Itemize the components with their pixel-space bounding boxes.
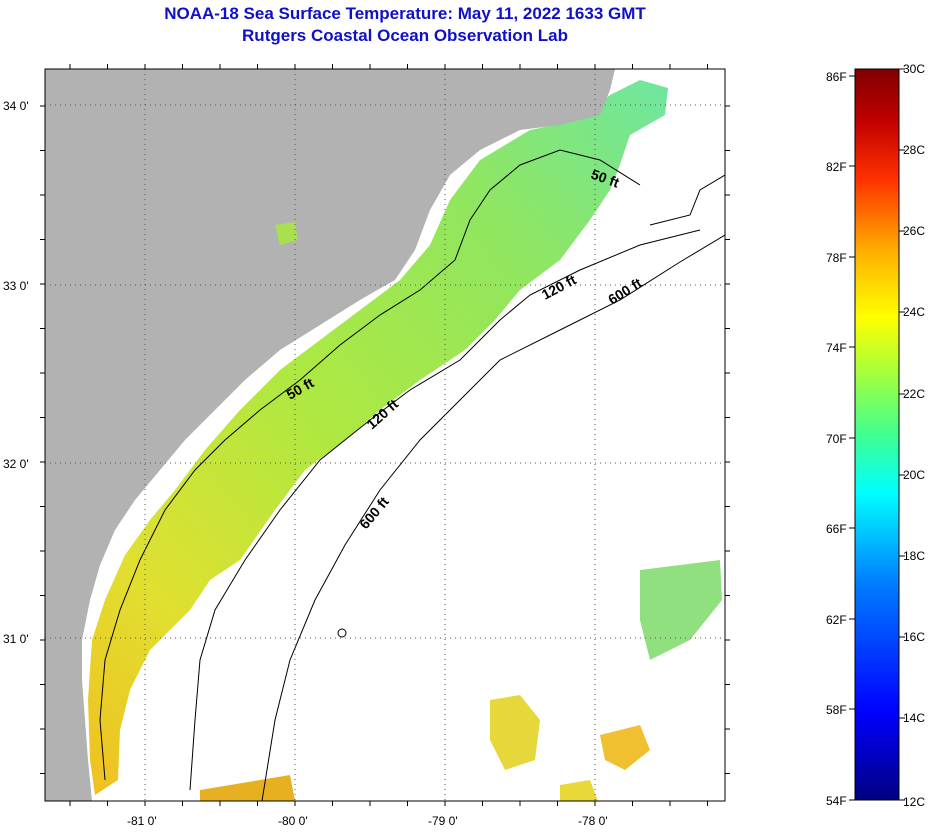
lat-label: 33 0' [3,279,29,293]
colorbar-f-label: 74F [826,341,847,355]
colorbar-frame [854,68,900,801]
colorbar-c-label: 26C [903,224,926,238]
colorbar-f-label: 86F [826,70,847,84]
colorbar-c-label: 22C [903,387,926,401]
lon-label: -79 0' [428,814,458,828]
colorbar-c-label: 28C [903,143,926,157]
contour-50ft [99,149,641,781]
colorbar [855,69,899,800]
colorbar-c-label: 20C [903,468,926,482]
colorbar-f-label: 54F [826,794,847,808]
sst-patch [640,560,722,660]
sst-patch [600,725,650,770]
contour-ring [337,628,347,638]
sst-patch [560,780,598,801]
sst-patch [275,222,298,245]
axis-ticks [40,64,730,806]
graticule [45,69,725,801]
lat-label: 32 0' [3,457,29,471]
colorbar-ticks [849,68,905,801]
lon-label: -80 0' [278,814,308,828]
sst-patch [490,695,540,770]
colorbar-f-label: 82F [826,160,847,174]
colorbar-c-label: 30C [903,62,926,76]
colorbar-c-label: 14C [903,711,926,725]
colorbar-f-label: 58F [826,703,847,717]
colorbar-c-label: 12C [903,795,926,809]
contour-shelf [649,174,725,226]
colorbar-f-label: 70F [826,432,847,446]
lon-label: -81 0' [127,814,157,828]
contour-120ft [189,229,701,791]
lat-label: 31 0' [3,632,29,646]
lon-label: -78 0' [578,814,608,828]
colorbar-c-label: 24C [903,305,926,319]
colorbar-f-label: 78F [826,251,847,265]
sst-field [88,80,668,795]
colorbar-f-label: 62F [826,613,847,627]
colorbar-f-label: 66F [826,522,847,536]
colorbar-c-label: 16C [903,630,926,644]
chart-title: NOAA-18 Sea Surface Temperature: May 11,… [164,4,646,23]
map-frame [44,68,726,802]
lat-label: 34 0' [3,99,29,113]
chart-subtitle: Rutgers Coastal Ocean Observation Lab [242,26,568,45]
land-mass [45,69,615,801]
sst-patch [200,775,295,801]
colorbar-c-label: 18C [903,549,926,563]
contour-600ft [261,234,725,801]
